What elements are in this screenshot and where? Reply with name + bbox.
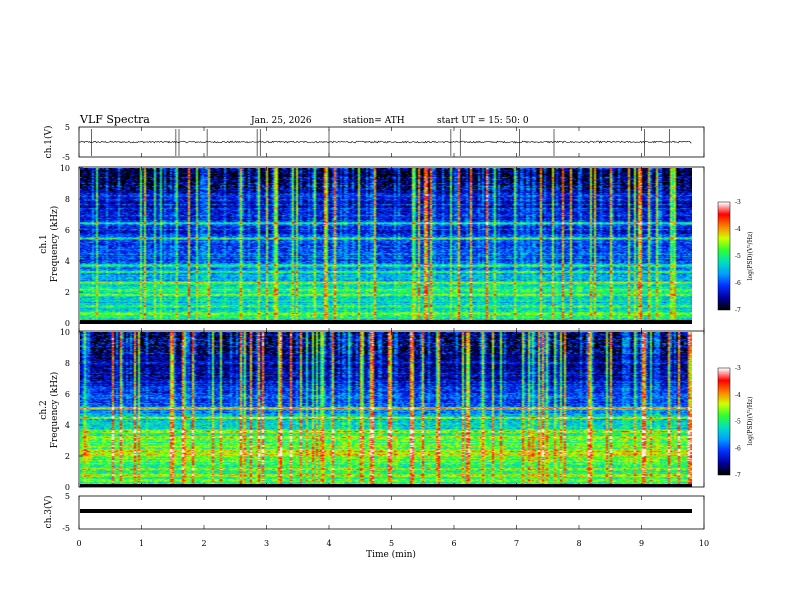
time-tick-label: 10 (699, 539, 709, 548)
spec1-zero-band (80, 320, 692, 324)
spec1-colorbar-label: log(PSD)(V²/Hz) (747, 232, 754, 281)
spec2-ylabel-channel: ch.2 (39, 400, 49, 419)
x-axis-label: Time (min) (366, 549, 416, 560)
time-tick-label: 3 (264, 539, 269, 548)
ch3-ytick-top: 5 (65, 492, 70, 501)
colorbar-tick-label: -6 (735, 280, 741, 287)
spec1-colorbar (718, 202, 730, 310)
panel-ch3-waveform: 5 -5 ch.3(V) (43, 492, 705, 533)
colorbar-tick-label: -6 (735, 445, 741, 452)
colorbar-tick-label: -7 (735, 307, 741, 314)
spec1-yticks: 0 2 4 6 8 10 (60, 164, 83, 328)
ch1-ytick-bottom: -5 (62, 153, 70, 162)
spec1-ylabel-freq: Frequency (kHz) (49, 206, 60, 283)
header-station: station= ATH (343, 116, 405, 126)
header-start-time: start UT = 15: 50: 0 (437, 116, 529, 126)
time-tick-label: 0 (76, 539, 81, 548)
ch3-ytick-bottom: -5 (62, 524, 70, 533)
spec2-ylabel-freq: Frequency (kHz) (49, 372, 60, 449)
freq-tick-label: 8 (65, 195, 70, 204)
spec2-colorbar-frame (717, 367, 731, 476)
spec2-colorbar-label: log(PSD)(V²/Hz) (747, 397, 754, 446)
time-tick-label: 4 (326, 539, 331, 548)
header-date: Jan. 25, 2026 (250, 116, 312, 126)
ch3-trace (80, 509, 692, 513)
time-tick-label: 5 (389, 539, 394, 548)
colorbar-tick-label: -4 (735, 226, 741, 233)
ch1-trace (78, 140, 692, 144)
spec2-colorbar-ticks: -3 -4 -5 -6 -7 (735, 365, 741, 479)
freq-tick-label: 2 (65, 452, 70, 461)
freq-tick-label: 10 (60, 328, 70, 337)
freq-tick-label: 2 (65, 288, 70, 297)
ch1-spikes (91, 129, 670, 156)
spec1-colorbar-frame (717, 201, 731, 311)
spec1-heatmap (80, 168, 692, 320)
freq-tick-label: 8 (65, 359, 70, 368)
spec2-heatmap (80, 332, 692, 484)
time-tick-label: 6 (451, 539, 456, 548)
ch3-ylabel: ch.3(V) (43, 496, 54, 529)
freq-tick-label: 6 (65, 226, 70, 235)
time-tick-label: 1 (139, 539, 144, 548)
colorbar-tick-label: -4 (735, 392, 741, 399)
freq-tick-label: 10 (60, 164, 70, 173)
panel-ch1-waveform: 5 -5 ch.1(V) (43, 123, 705, 162)
spec2-yticks: 0 2 4 6 8 10 (60, 328, 83, 492)
x-axis-ticks: 0 1 2 3 4 5 6 7 8 9 10 (76, 127, 709, 548)
colorbar-tick-label: -3 (735, 199, 741, 206)
spec1-ylabel-channel: ch.1 (39, 234, 49, 253)
spec1-colorbar-ticks: -3 -4 -5 -6 -7 (735, 199, 741, 314)
freq-tick-label: 4 (65, 421, 70, 430)
freq-tick-label: 0 (65, 319, 70, 328)
ch1-ylabel: ch.1(V) (43, 126, 54, 159)
freq-tick-label: 0 (65, 483, 70, 492)
freq-tick-label: 6 (65, 390, 70, 399)
colorbar-tick-label: -7 (735, 472, 741, 479)
colorbar-tick-label: -3 (735, 365, 741, 372)
figure-title: VLF Spectra (79, 113, 150, 126)
spec2-colorbar (718, 368, 730, 475)
time-tick-label: 2 (201, 539, 206, 548)
time-tick-label: 7 (514, 539, 519, 548)
time-tick-label: 9 (639, 539, 644, 548)
time-tick-label: 8 (576, 539, 581, 548)
colorbar-tick-label: -5 (735, 419, 741, 426)
spec2-zero-band (80, 484, 692, 487)
colorbar-tick-label: -5 (735, 253, 741, 260)
freq-tick-label: 4 (65, 257, 70, 266)
ch1-ytick-top: 5 (65, 123, 70, 132)
